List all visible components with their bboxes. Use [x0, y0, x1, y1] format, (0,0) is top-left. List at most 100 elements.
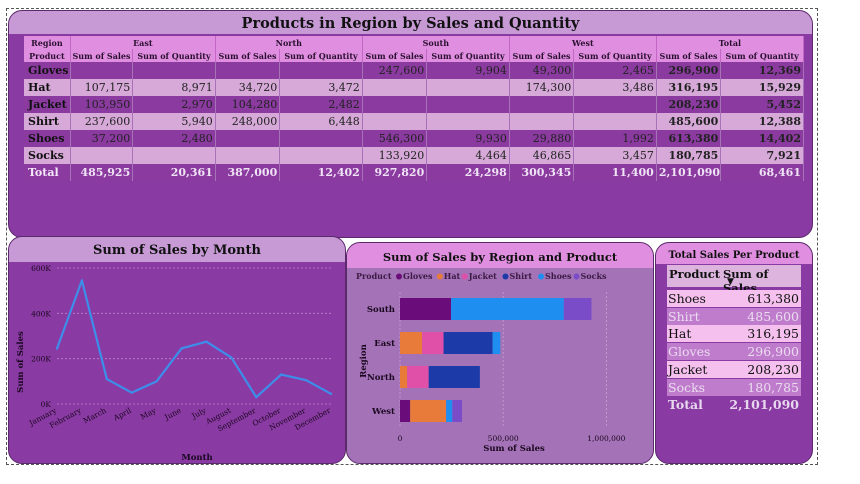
pivot-region-header: Region East North South West Total	[24, 36, 805, 49]
region-header-east[interactable]: East	[70, 36, 216, 49]
bar-segment[interactable]	[400, 298, 452, 320]
pivot-cell	[362, 113, 428, 130]
col-header-quantity: Sum of Quantity	[279, 49, 363, 62]
product-name[interactable]: Socks	[668, 379, 706, 395]
line-point[interactable]	[155, 380, 158, 383]
pivot-cell: 107,175	[70, 79, 134, 96]
pivot-cell: 237,600	[70, 113, 134, 130]
bar-segment[interactable]	[563, 298, 592, 320]
product-name[interactable]: Hat	[668, 326, 692, 342]
legend-item[interactable]: Gloves	[403, 271, 433, 281]
row-label[interactable]: Total	[24, 164, 71, 181]
pivot-cell: 5,452	[720, 96, 804, 113]
line-point[interactable]	[105, 377, 109, 381]
region-header-north[interactable]: North	[215, 36, 363, 49]
pivot-cell	[215, 130, 281, 147]
pivot-cell	[70, 147, 134, 164]
pivot-row: Shirt 237,600 5,940 248,000 6,448 485,600 12,3…	[24, 113, 804, 130]
row-label[interactable]: Hat	[24, 79, 71, 96]
bar-segment[interactable]	[400, 366, 408, 388]
bar-segment[interactable]	[492, 332, 501, 354]
side-table-row: Shoes 613,380	[667, 290, 801, 307]
region-header-west[interactable]: West	[509, 36, 657, 49]
legend-item[interactable]: Shoes	[545, 271, 572, 281]
pivot-cell: 2,465	[573, 62, 657, 79]
pivot-cell: 103,950	[70, 96, 134, 113]
product-name[interactable]: Shoes	[668, 291, 706, 306]
x-tick-label: 1,000,000	[587, 434, 625, 443]
legend-item[interactable]: Shirt	[510, 271, 533, 281]
line-point[interactable]	[255, 396, 258, 399]
col-header-quantity: Sum of Quantity	[426, 49, 510, 62]
row-label[interactable]: Shirt	[24, 113, 71, 130]
bar-segment[interactable]	[410, 400, 447, 422]
legend-swatch	[538, 273, 544, 280]
line-point[interactable]	[230, 356, 233, 359]
pivot-cell: 6,448	[279, 113, 363, 130]
line-point[interactable]	[205, 340, 208, 343]
line-point[interactable]	[329, 392, 333, 395]
region-header-south[interactable]: South	[362, 36, 510, 49]
legend-swatch	[502, 273, 509, 280]
x-tick-label: 0	[398, 434, 403, 443]
row-label[interactable]: Gloves	[24, 62, 71, 79]
pivot-row: Shoes 37,200 2,480 546,300 9,930 29,880 1,992 6…	[24, 130, 804, 147]
product-sales: 485,600	[747, 308, 799, 324]
side-table-row: Jacket 208,230	[667, 360, 801, 378]
bar-segment[interactable]	[452, 400, 462, 422]
y-tick-label: 600K	[31, 264, 51, 273]
product-name[interactable]: Jacket	[668, 361, 708, 377]
row-label[interactable]: Shoes	[24, 130, 71, 147]
line-point[interactable]	[180, 347, 183, 350]
line-point[interactable]	[130, 391, 133, 394]
side-table-row: Shirt 485,600	[667, 307, 801, 325]
corner-product-label: Product	[24, 49, 71, 62]
legend-item[interactable]: Jacket	[468, 271, 497, 281]
x-tick-label: June	[162, 406, 183, 423]
pivot-cell: 104,280	[215, 96, 281, 113]
pivot-cell: 2,101,090	[656, 164, 722, 181]
bar-segment[interactable]	[443, 332, 493, 354]
bar-segment[interactable]	[422, 332, 444, 354]
pivot-cell: 300,345	[509, 164, 575, 181]
product-name[interactable]: Shirt	[668, 308, 700, 324]
side-table-row: Socks 180,785	[667, 378, 801, 396]
col-header-product[interactable]: Product	[669, 267, 721, 281]
product-name[interactable]: Gloves	[668, 344, 711, 360]
y-tick-label: 400K	[31, 309, 51, 318]
legend-swatch	[573, 273, 580, 280]
legend-swatch	[436, 273, 443, 280]
row-label[interactable]: Socks	[24, 147, 71, 164]
pivot-cell: 11,400	[573, 164, 657, 181]
pivot-cell: 248,000	[215, 113, 281, 130]
dashboard-frame	[6, 8, 818, 465]
pivot-total-row: Total 485,925 20,361 387,000 12,402 927,820 24…	[24, 164, 804, 181]
pivot-cell	[426, 113, 510, 130]
pivot-cell: 2,970	[132, 96, 216, 113]
col-header-sales: Sum of Sales	[362, 49, 428, 62]
bar-segment[interactable]	[428, 366, 480, 388]
pivot-row: Jacket 103,950 2,970 104,280 2,482 208,230 5,4…	[24, 96, 804, 113]
y-tick-label: South	[367, 305, 395, 315]
bar-segment[interactable]	[400, 400, 411, 422]
legend-item[interactable]: Socks	[581, 271, 608, 281]
pivot-row: Hat 107,175 8,971 34,720 3,472 174,300 3,486 31…	[24, 79, 804, 96]
pivot-cell	[573, 96, 657, 113]
bar-segment[interactable]	[451, 298, 564, 320]
chevron-down-icon[interactable]: ▼	[727, 277, 734, 287]
row-label[interactable]: Jacket	[24, 96, 71, 113]
legend-item[interactable]: Hat	[444, 271, 461, 281]
col-header-sales: Sum of Sales	[70, 49, 134, 62]
line-point[interactable]	[279, 373, 283, 376]
y-tick-label: East	[374, 339, 395, 349]
pivot-cell: 68,461	[720, 164, 804, 181]
line-point[interactable]	[304, 379, 308, 382]
line-point[interactable]	[80, 279, 84, 282]
pivot-cell: 46,865	[509, 147, 575, 164]
pivot-cell: 387,000	[215, 164, 281, 181]
bar-segment[interactable]	[400, 332, 423, 354]
bar-segment[interactable]	[446, 400, 453, 422]
bar-segment[interactable]	[407, 366, 429, 388]
pivot-cell: 2,480	[132, 130, 216, 147]
line-point[interactable]	[55, 347, 59, 350]
